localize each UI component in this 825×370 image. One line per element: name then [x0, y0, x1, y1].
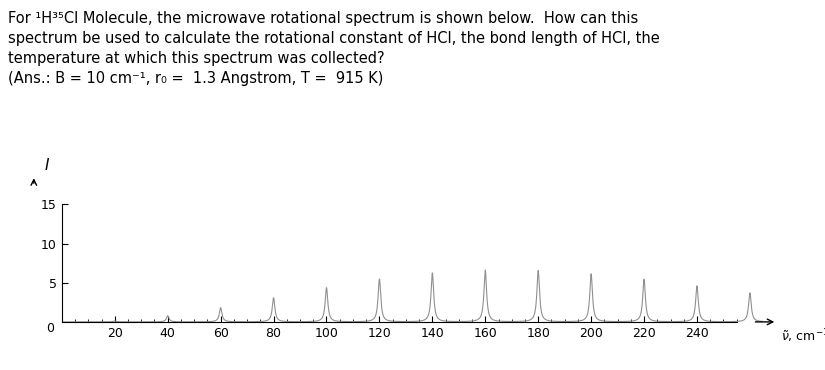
Text: $\tilde{\nu}$, cm$^{-1}$: $\tilde{\nu}$, cm$^{-1}$	[780, 327, 825, 345]
Text: $I$: $I$	[45, 157, 50, 173]
Text: 0: 0	[46, 322, 54, 335]
Text: For ¹H³⁵Cl Molecule, the microwave rotational spectrum is shown below.  How can : For ¹H³⁵Cl Molecule, the microwave rotat…	[8, 11, 660, 85]
